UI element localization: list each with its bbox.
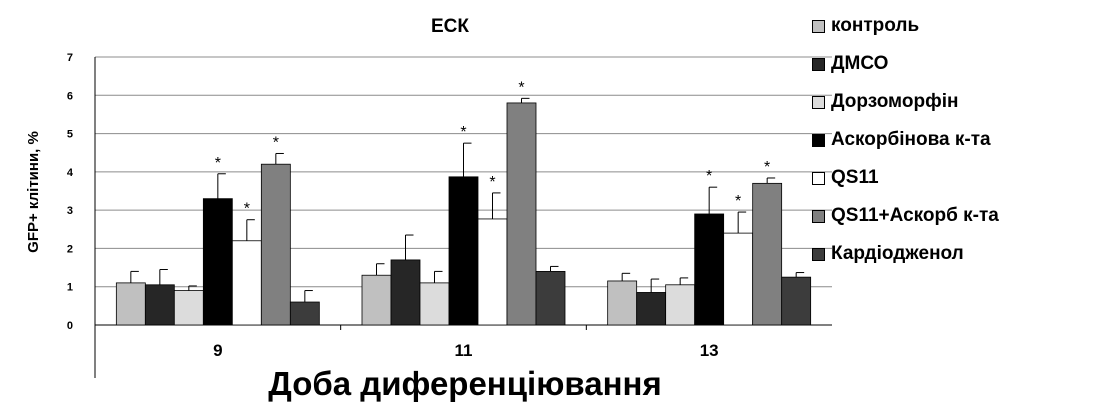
y-tick-label: 4 [67, 167, 74, 179]
legend-swatch [812, 247, 825, 261]
bar [636, 292, 667, 326]
significance-marker: * [215, 155, 221, 172]
legend-item: QS11+Аскорб к-та [812, 204, 999, 228]
legend-swatch [812, 209, 825, 223]
significance-markers: * * * * * * * * * [215, 79, 771, 217]
bar [144, 284, 175, 326]
bar [390, 259, 421, 326]
significance-marker: * [706, 168, 712, 185]
bars [115, 102, 812, 326]
y-axis-label: GFP+ клітини, % [25, 131, 42, 253]
y-tick-label: 6 [67, 90, 73, 102]
bar [477, 218, 508, 326]
legend-item: Кардіодженол [812, 242, 964, 266]
bar [361, 274, 392, 326]
y-tick-label: 7 [67, 52, 73, 64]
y-tick-label: 2 [67, 243, 73, 255]
x-axis-label: Доба диференціювання [268, 365, 661, 402]
error-bars [130, 97, 805, 303]
legend-swatch [812, 57, 825, 71]
bar [723, 232, 754, 326]
bar [202, 198, 233, 326]
chart-title: ЕСК [431, 16, 469, 37]
legend-swatch [812, 95, 825, 109]
x-tick-label: 11 [455, 341, 473, 360]
x-tick-label: 13 [700, 341, 719, 360]
legend-label: ДМСО [831, 53, 889, 74]
legend-item: ДМСО [812, 52, 888, 76]
legend-label: Дорзоморфін [831, 91, 959, 112]
significance-marker: * [244, 201, 250, 218]
legend-swatch [812, 133, 825, 147]
significance-marker: * [489, 174, 495, 191]
legend-label: QS11+Аскорб к-та [831, 205, 999, 226]
y-tick-label: 0 [67, 320, 73, 332]
legend-item: QS11 [812, 166, 879, 190]
significance-marker: * [764, 159, 770, 176]
bar [752, 182, 783, 326]
bar [535, 270, 566, 326]
significance-marker: * [460, 124, 466, 141]
legend-label: контроль [831, 15, 920, 36]
significance-marker: * [735, 193, 741, 210]
y-tick-label: 3 [67, 205, 73, 217]
legend-swatch [812, 171, 825, 185]
legend-item: Аскорбінова к-та [812, 128, 991, 152]
legend-label: Кардіодженол [831, 243, 964, 264]
bar [419, 282, 450, 326]
significance-marker: * [518, 79, 524, 96]
legend-label: Аскорбінова к-та [831, 129, 991, 150]
legend-label: QS11 [831, 167, 879, 188]
bar [665, 284, 696, 326]
bar [781, 276, 812, 326]
bar [694, 213, 725, 326]
bar [115, 282, 146, 326]
legend-swatch [812, 19, 825, 33]
bar [448, 176, 479, 326]
bar [173, 290, 204, 326]
bar [289, 301, 320, 326]
x-tick-label: 9 [213, 341, 222, 360]
bar [506, 102, 537, 326]
legend-item: Дорзоморфін [812, 90, 958, 114]
bar [231, 240, 262, 326]
significance-marker: * [273, 134, 279, 151]
bar [260, 163, 291, 326]
y-tick-label: 5 [67, 129, 73, 141]
y-tick-label: 1 [67, 282, 73, 294]
legend-item: контроль [812, 14, 919, 38]
bar [607, 280, 638, 326]
